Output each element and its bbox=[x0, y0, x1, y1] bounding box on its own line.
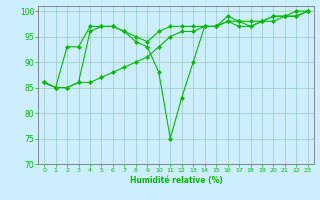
X-axis label: Humidité relative (%): Humidité relative (%) bbox=[130, 176, 222, 185]
